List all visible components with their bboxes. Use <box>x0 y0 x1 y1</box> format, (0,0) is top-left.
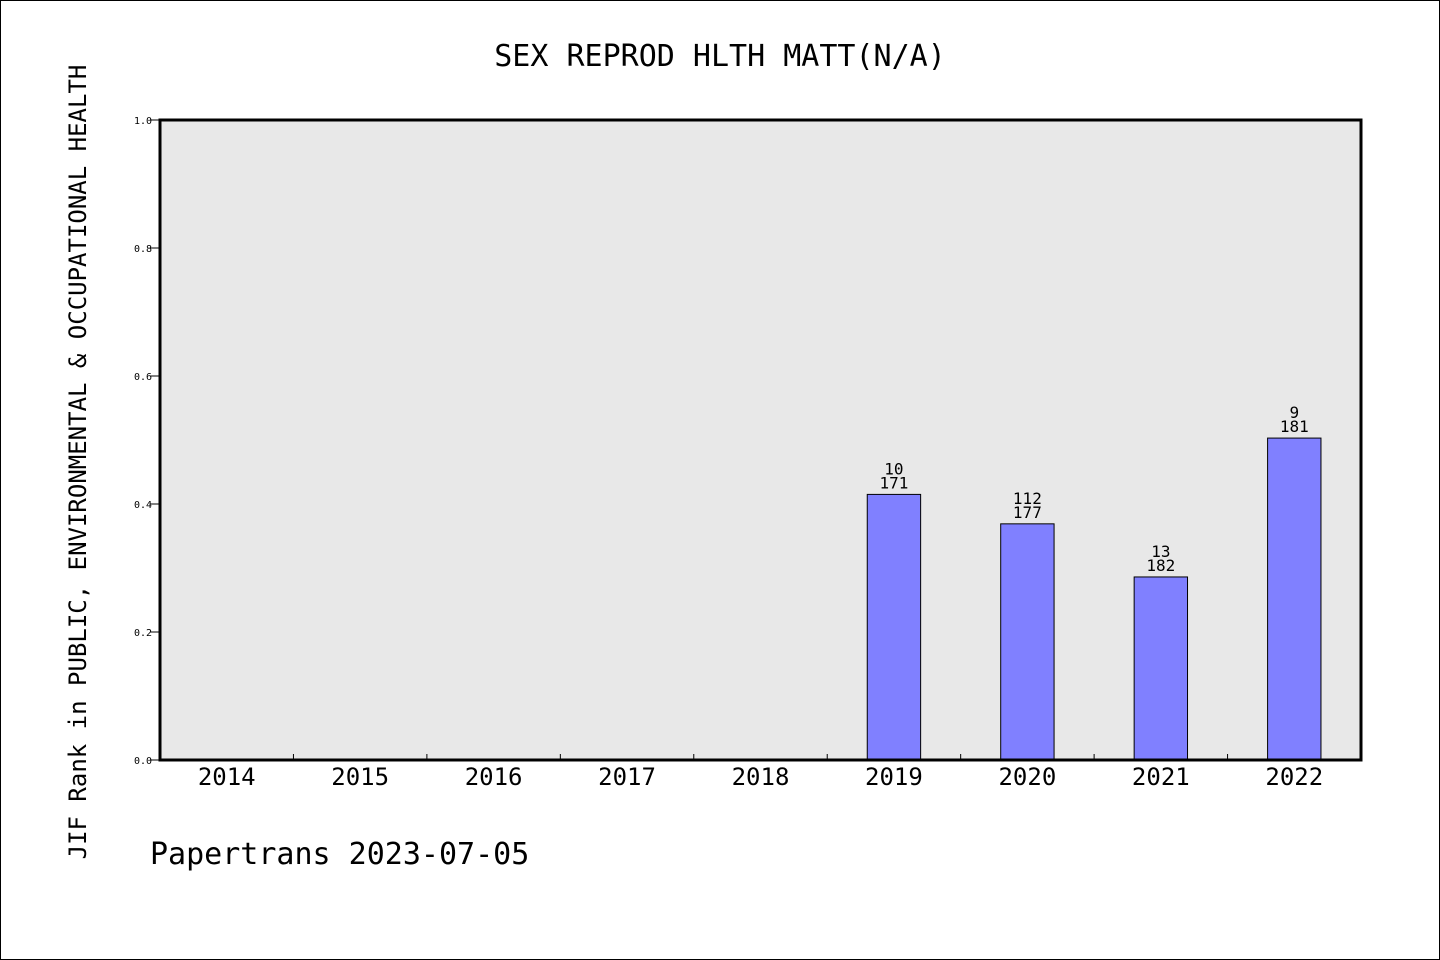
bar-total-label: 177 <box>1013 503 1042 522</box>
bar-total-label: 182 <box>1146 556 1175 575</box>
chart-title: SEX REPROD HLTH MATT(N/A) <box>494 39 946 74</box>
y-axis-label: JIF Rank in PUBLIC, ENVIRONMENTAL & OCCU… <box>64 65 92 860</box>
x-tick-label: 2015 <box>331 763 389 791</box>
bar-2022 <box>1267 437 1322 761</box>
bar-rank-label: 112 <box>1013 489 1042 508</box>
x-tick-label: 2022 <box>1265 763 1323 791</box>
bar-rank-label: 10 <box>884 459 903 478</box>
bar-2019 <box>866 493 922 761</box>
x-tick-label: 2020 <box>998 763 1056 791</box>
y-tick-label: 0.6 <box>134 372 152 383</box>
y-tick-label: 0.0 <box>134 756 152 767</box>
bar-total-label: 181 <box>1280 417 1309 436</box>
footer-credit: Papertrans 2023-07-05 <box>150 837 529 872</box>
bar-2021 <box>1133 576 1189 761</box>
x-tick-label: 2021 <box>1132 763 1190 791</box>
bar-rank-label: 9 <box>1289 403 1299 422</box>
y-axis: 0.0 0.2 0.4 0.6 0.8 1.0 <box>134 116 160 767</box>
bar-total-label: 171 <box>879 473 908 492</box>
x-tick-label: 2014 <box>198 763 256 791</box>
y-tick-label: 0.8 <box>134 244 152 255</box>
x-tick-label: 2019 <box>865 763 923 791</box>
x-tick-label: 2018 <box>732 763 790 791</box>
plot-border <box>158 118 1363 762</box>
y-tick-label: 0.4 <box>134 500 152 511</box>
x-tick-label: 2016 <box>465 763 523 791</box>
bar-2020 <box>1000 523 1055 761</box>
bar-rank-label: 13 <box>1151 542 1170 561</box>
x-tick-label: 2017 <box>598 763 656 791</box>
y-tick-label: 1.0 <box>134 116 152 127</box>
x-axis: 2014 2015 2016 2017 2018 2019 2020 2021 2022 <box>198 754 1323 791</box>
y-tick-label: 0.2 <box>134 628 152 639</box>
